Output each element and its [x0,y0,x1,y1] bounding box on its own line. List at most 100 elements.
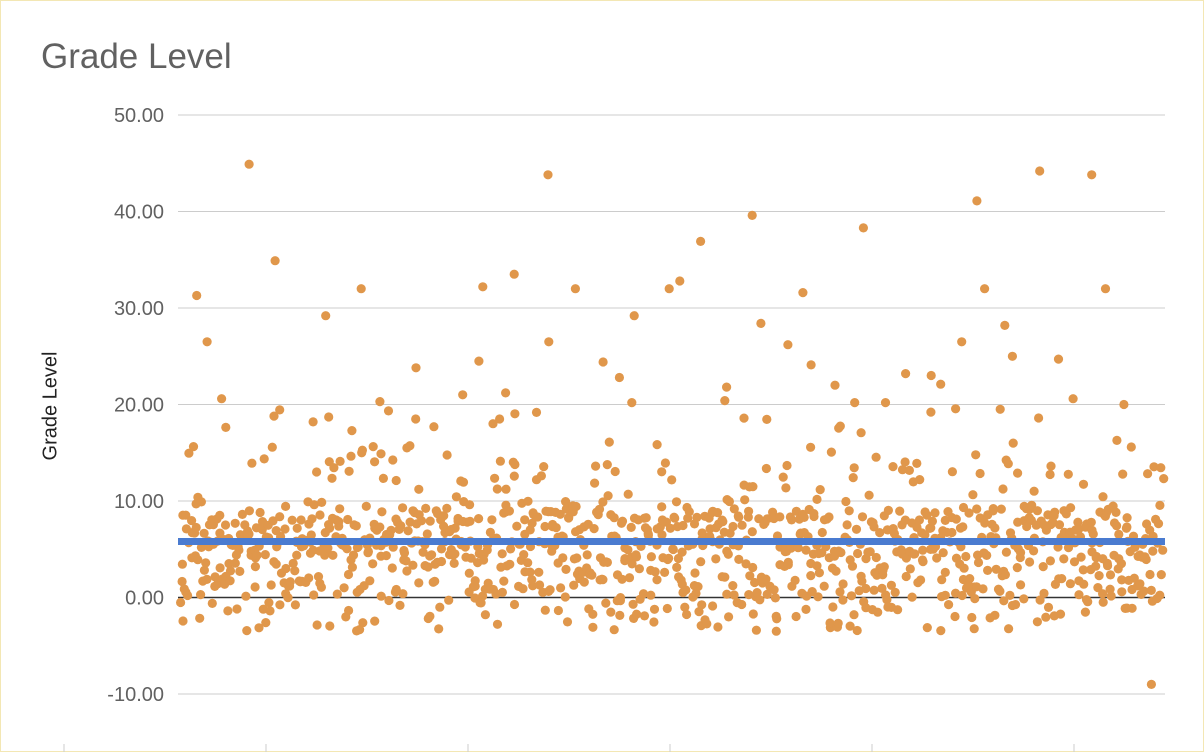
data-point [1079,579,1089,589]
data-point [191,522,201,533]
data-point [851,524,862,534]
data-point [897,465,908,475]
data-point [425,611,435,621]
data-point [1105,570,1116,580]
data-point [347,562,357,572]
data-point [650,567,660,577]
data-point [664,553,674,563]
data-point [978,584,988,594]
data-point [1004,624,1014,634]
data-point [589,524,599,534]
data-point [1140,552,1150,562]
data-point [261,618,271,628]
data-point [838,595,848,605]
data-point [386,525,396,535]
data-point [973,557,984,568]
data-point [422,529,432,539]
data-point [713,622,723,632]
data-point [425,516,435,526]
data-point [376,591,386,601]
data-point [865,547,875,557]
data-point [312,620,322,630]
data-point [1112,521,1122,531]
data-point [604,437,614,447]
data-point [1069,557,1080,567]
data-point [770,593,781,603]
data-point [525,567,535,577]
data-point [535,580,545,590]
data-point [280,524,290,534]
data-point [1112,435,1122,445]
data-point [1114,529,1124,540]
data-point [252,550,262,560]
data-point [918,557,928,567]
data-point [499,576,509,586]
data-point [1119,399,1129,410]
data-point [436,556,447,567]
data-point [1078,565,1088,575]
y-tick-label: -10.00 [107,684,164,706]
data-point [474,514,484,524]
data-point [845,621,855,631]
data-point [1098,492,1108,502]
data-point [1153,519,1164,529]
data-point [696,557,706,567]
data-point [964,508,974,518]
data-point [957,590,967,601]
data-point [199,528,209,538]
data-point [497,549,507,559]
data-point [629,311,639,321]
data-point [1143,469,1153,479]
data-point [343,569,354,580]
data-point [747,527,757,537]
data-point [615,610,625,621]
data-point [662,603,672,614]
data-point [910,549,920,559]
data-point [835,587,845,597]
data-point [225,566,236,576]
data-point [932,553,942,563]
data-point [307,514,317,524]
data-point [1126,442,1136,452]
data-point [518,584,528,594]
data-point [1010,600,1021,610]
data-point [875,528,885,538]
data-point [970,594,980,604]
data-point [281,501,291,511]
data-point [176,597,186,608]
data-point [192,290,202,301]
data-point [324,412,334,422]
data-point [390,587,400,597]
data-point [223,606,233,616]
data-point [905,564,915,574]
data-point [1156,463,1166,473]
data-point [309,500,319,510]
data-point [761,574,771,584]
data-point [722,546,732,556]
data-point [398,589,408,599]
data-point [1155,500,1165,510]
data-point [1043,602,1054,613]
data-point [527,575,537,585]
data-point [512,521,522,531]
data-point [1029,546,1039,556]
data-point [1146,585,1156,596]
data-point [936,626,946,636]
data-point [947,527,957,538]
data-point [617,516,628,526]
data-point [582,550,592,560]
data-point [624,573,635,583]
data-point [947,467,958,477]
data-point [439,511,449,521]
data-point [1149,462,1159,472]
data-point [323,543,333,553]
data-point [988,504,998,514]
data-point [999,596,1009,606]
data-point [497,587,507,598]
data-point [501,484,511,494]
data-point [365,576,375,586]
data-point [562,617,573,627]
data-point [627,398,637,408]
data-point [961,551,971,562]
data-point [492,619,503,629]
